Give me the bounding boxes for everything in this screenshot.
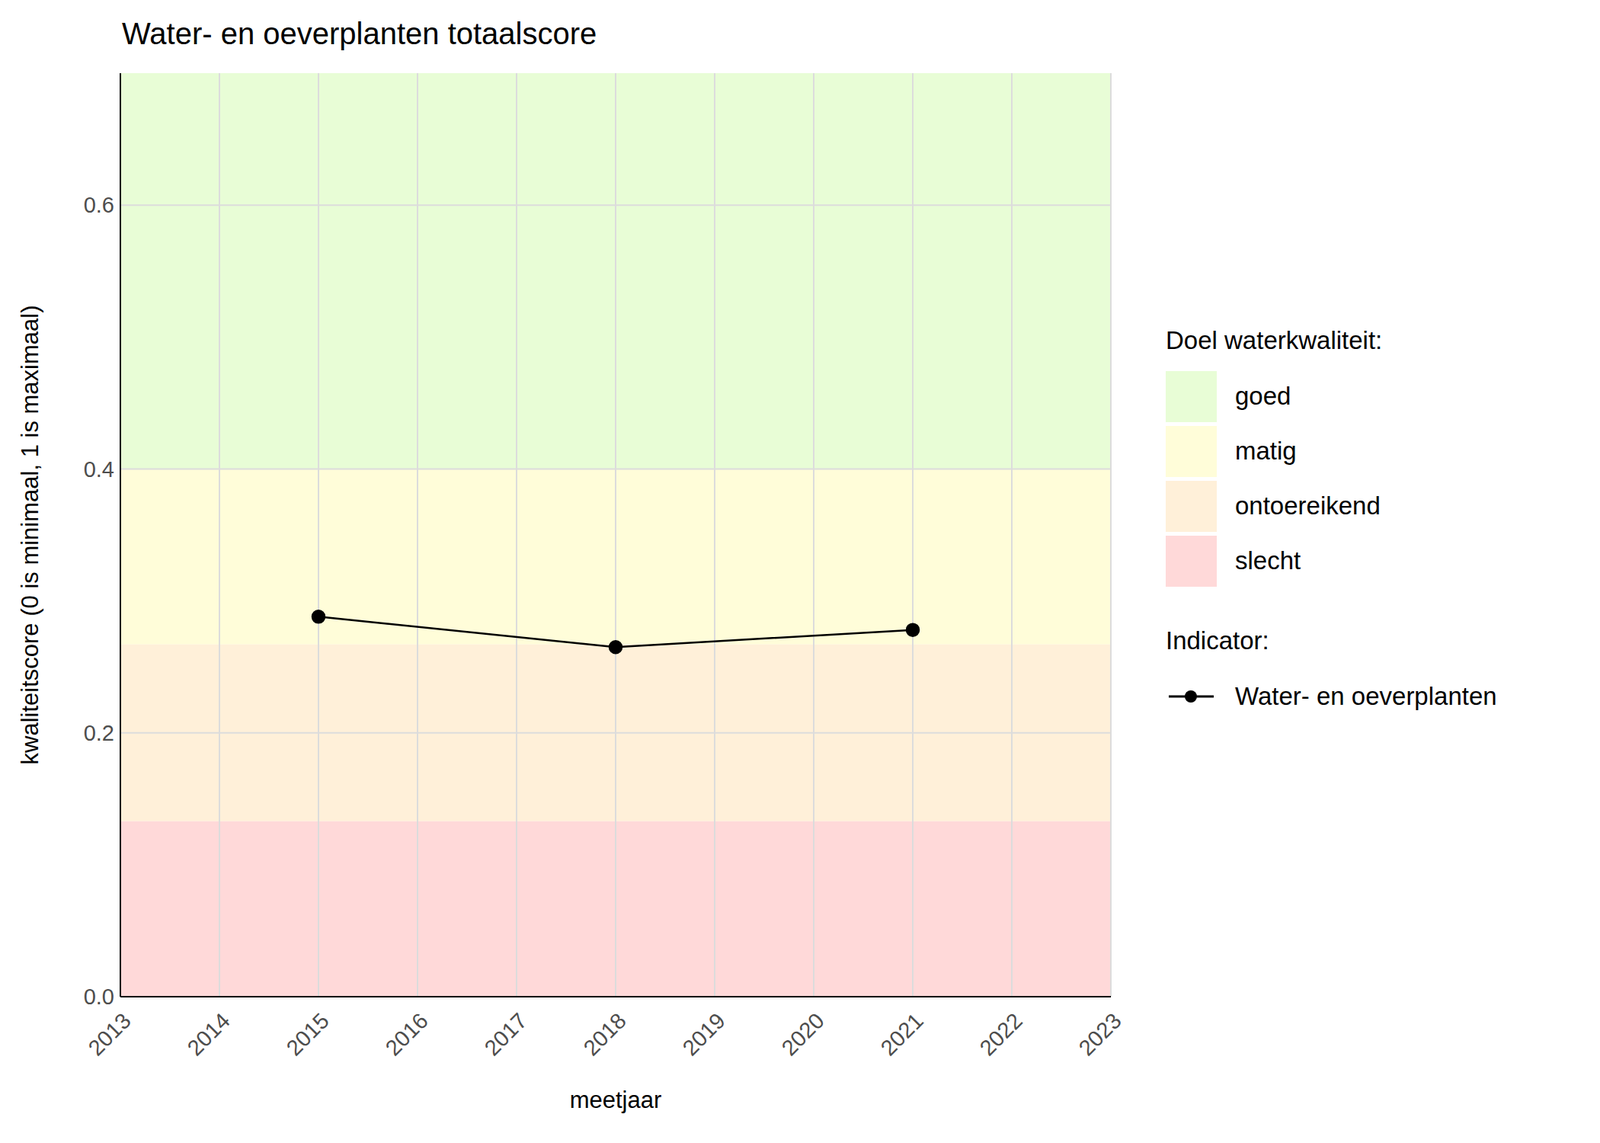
svg-text:2013: 2013 [83, 1008, 136, 1060]
html-text:Indicator:: Indicator: [1165, 626, 1270, 655]
html-text:Water- en oeverplanten: Water- en oeverplanten [1235, 681, 1497, 711]
svg-text:2022: 2022 [975, 1008, 1028, 1060]
html-text:slecht: slecht [1235, 546, 1301, 575]
svg-text:0.2: 0.2 [83, 720, 115, 746]
html-text:matig: matig [1235, 436, 1297, 465]
svg-text:2023: 2023 [1074, 1008, 1127, 1060]
svg-text:2015: 2015 [281, 1008, 334, 1060]
svg-text:0.4: 0.4 [83, 457, 115, 482]
svg-text:2018: 2018 [579, 1008, 631, 1060]
html-text:kwaliteitscore (0 is minimaal,: kwaliteitscore (0 is minimaal, 1 is maxi… [16, 305, 44, 765]
svg-text:2021: 2021 [876, 1008, 928, 1060]
svg-text:meetjaar: meetjaar [569, 1086, 663, 1114]
svg-text:0.6: 0.6 [83, 192, 115, 218]
svg-text:2017: 2017 [480, 1008, 532, 1060]
svg-text:2016: 2016 [380, 1008, 433, 1060]
svg-text:2014: 2014 [182, 1008, 235, 1060]
html-text:Doel waterkwaliteit:: Doel waterkwaliteit: [1165, 326, 1383, 355]
svg-text:0.0: 0.0 [83, 984, 115, 1009]
html-text:Water- en oeverplanten totaals: Water- en oeverplanten totaalscore [121, 16, 597, 51]
svg-text:2019: 2019 [678, 1008, 730, 1060]
svg-text:2020: 2020 [777, 1008, 829, 1060]
html-text:ontoereikend: ontoereikend [1235, 491, 1381, 520]
html-text:goed: goed [1235, 381, 1291, 410]
